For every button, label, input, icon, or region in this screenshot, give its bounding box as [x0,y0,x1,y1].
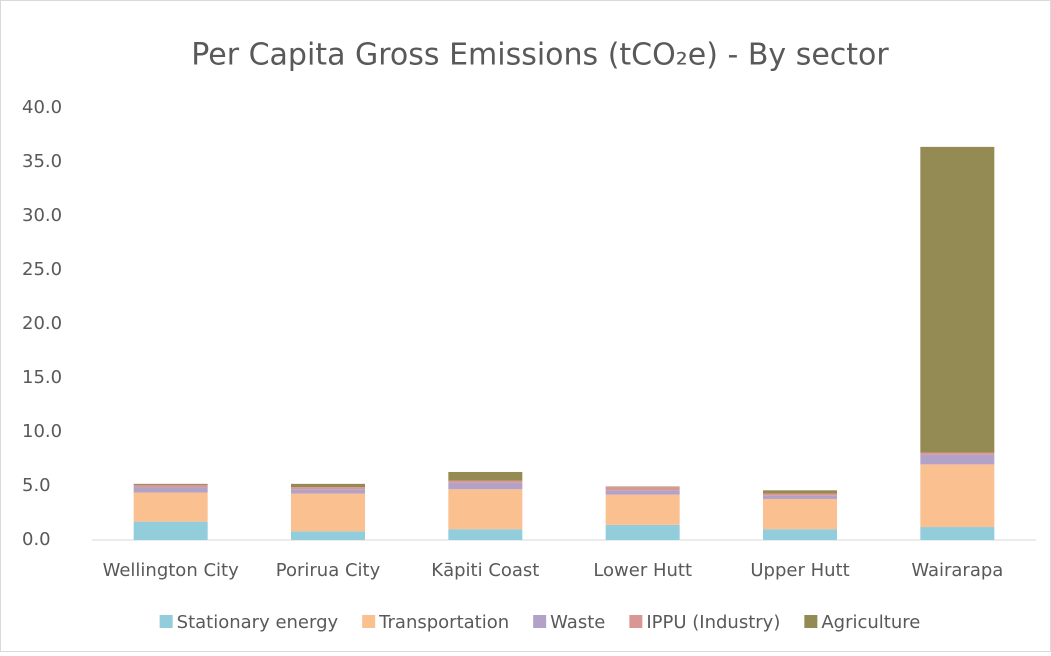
bar-segment [133,487,208,493]
x-tick-label: Kāpiti Coast [431,560,539,581]
y-tick-label: 25.0 [22,259,62,280]
bar-segment [763,529,837,540]
bar-segment [605,494,680,525]
y-tick-label: 20.0 [22,313,62,334]
bar-segment [448,482,523,490]
bar-segment [291,493,365,532]
legend-swatch [804,615,818,628]
legend-label: Stationary energy [177,612,339,633]
bar-segment [763,493,837,496]
bar-segment [920,146,995,453]
bar-segment [291,487,365,490]
legend-label: IPPU (Industry) [646,612,780,633]
legend-label: Transportation [378,612,509,633]
x-tick-label: Upper Hutt [750,560,849,581]
y-tick-label: 15.0 [22,367,62,388]
bar-segment [448,480,523,483]
bar-segment [448,489,523,530]
y-tick-label: 35.0 [22,151,62,172]
legend-swatch [533,615,547,628]
y-tick-label: 10.0 [22,421,62,442]
x-tick-label: Wairarapa [911,560,1003,581]
legend-label: Agriculture [821,612,920,633]
chart-title: Per Capita Gross Emissions (tCO₂e) - By … [191,38,889,73]
bar-segment [763,495,837,499]
bar-segment [920,454,995,465]
bar-segment [920,527,995,540]
bar-segment [448,471,523,481]
bar-segment [605,524,680,540]
y-tick-label: 40.0 [22,97,62,118]
bar-segment [133,521,208,540]
y-tick-label: 30.0 [22,205,62,226]
bar-segment [920,452,995,455]
legend-swatch [362,615,376,628]
x-tick-label: Lower Hutt [593,560,692,581]
bar-segment [605,490,680,495]
y-tick-label: 5.0 [22,475,51,496]
bar-segment [763,490,837,494]
bar-segment [133,484,208,488]
bar-segment [291,489,365,494]
bar-segment [605,487,680,491]
bar-segment [920,464,995,528]
bar-segment [605,486,680,488]
bar-segment [133,492,208,522]
y-tick-label: 0.0 [22,529,51,550]
bar-segment [291,531,365,540]
bar-segment [763,498,837,530]
legend-swatch [159,615,173,628]
bar-segment [133,483,208,485]
legend-label: Waste [550,612,605,633]
bar-segment [291,483,365,488]
bar-segment [448,529,523,540]
x-tick-label: Porirua City [276,560,381,581]
x-tick-label: Wellington City [103,560,239,581]
legend-swatch [629,615,643,628]
